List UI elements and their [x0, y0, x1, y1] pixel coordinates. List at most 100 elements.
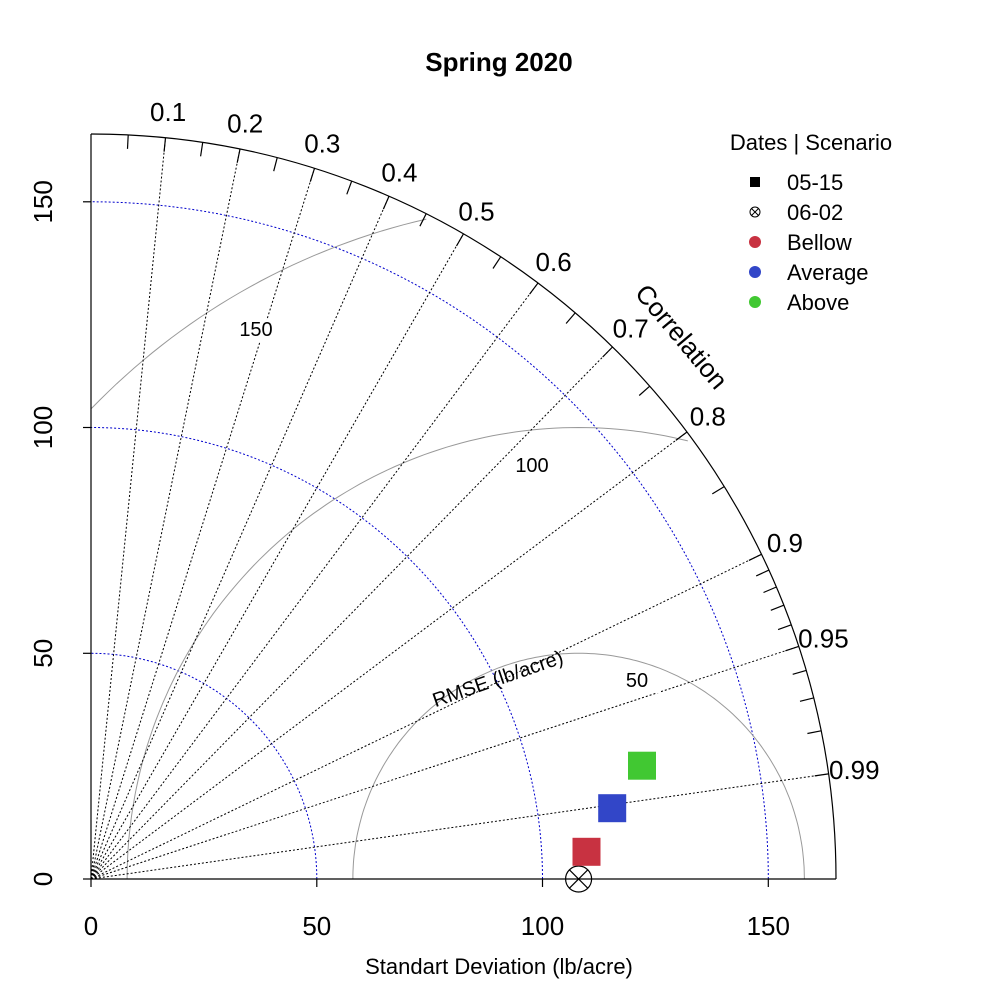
legend-marker-cross [751, 208, 759, 216]
sd-arc [90, 427, 543, 880]
reference-cross [568, 869, 589, 889]
point-above [628, 751, 656, 780]
correlation-ray [90, 148, 241, 880]
correlation-tick [755, 569, 770, 577]
correlation-tick [777, 624, 792, 631]
rmse-contour-label: 50 [626, 670, 648, 692]
axis-ticks: 0 0 50 50 100 100 150 150 [28, 180, 790, 941]
correlation-rays [90, 137, 829, 880]
rmse-axis-label: RMSE (lb/acre) [430, 647, 566, 712]
correlation-tick [346, 180, 353, 195]
correlation-tick [770, 604, 785, 611]
legend-marker-dot [749, 296, 761, 308]
correlation-tick [565, 312, 576, 324]
plot-frame [90, 133, 837, 880]
rmse-labels: 50 100 150 [232, 319, 661, 693]
correlation-tick [126, 134, 129, 149]
correlation-tick-label: 0.3 [304, 129, 340, 159]
legend-marker-dot [749, 266, 761, 278]
correlation-tick-label: 0.9 [767, 528, 803, 558]
correlation-tick [382, 195, 390, 210]
correlation-tick-label: 0.7 [613, 313, 649, 343]
rmse-label-bg [232, 320, 280, 342]
x-tick-label: 150 [747, 911, 790, 941]
rmse-contour-label: 100 [515, 455, 548, 477]
correlation-tick [309, 168, 316, 182]
correlation-tick [200, 142, 204, 157]
sd-arcs [90, 201, 769, 880]
legend-item-label: Bellow [787, 230, 852, 255]
correlation-tick [602, 346, 613, 358]
legend-item-label: 06-02 [787, 200, 843, 225]
point-reference [564, 865, 593, 893]
rmse-arcs [91, 218, 805, 880]
y-tick-label: 50 [28, 639, 58, 668]
correlation-ray [90, 195, 390, 880]
correlation-tick-label: 0.2 [227, 109, 263, 139]
correlation-ray [90, 431, 688, 880]
reference-circle [564, 865, 593, 893]
correlation-tick-label: 0.4 [381, 157, 417, 187]
point-bellow [572, 837, 601, 866]
legend-item-label: Average [787, 260, 869, 285]
rmse-label-bg [508, 456, 556, 478]
correlation-tick [163, 137, 167, 152]
data-points [564, 751, 656, 893]
x-tick-label: 0 [84, 911, 98, 941]
correlation-tick [455, 233, 465, 247]
correlation-ray [90, 233, 464, 880]
chart-title: Spring 2020 [425, 47, 572, 77]
legend-title: Dates | Scenario [730, 130, 892, 155]
correlation-tick [792, 669, 807, 675]
correlation-tick [785, 645, 799, 652]
legend-item-label: Above [787, 290, 849, 315]
y-tick-label: 0 [28, 872, 58, 886]
rmse-contour [126, 426, 688, 880]
correlation-tick-label: 0.95 [798, 623, 849, 653]
rmse-label-bg [613, 671, 661, 693]
correlation-tick [529, 282, 539, 295]
correlation-tick [419, 213, 427, 227]
correlation-ray [90, 282, 539, 880]
correlation-tick-label: 0.6 [536, 247, 572, 277]
correlation-ray [90, 137, 166, 880]
outer-arc [90, 133, 837, 880]
x-tick-label: 100 [521, 911, 564, 941]
rmse-contour [91, 218, 427, 409]
correlation-tick [638, 385, 651, 396]
legend-item-label: 05-15 [787, 170, 843, 195]
correlation-tick [273, 157, 278, 172]
y-tick-label: 150 [28, 180, 58, 223]
correlation-ray [90, 168, 315, 880]
correlation-tick [763, 586, 777, 594]
correlation-tick [711, 486, 725, 495]
correlation-tick-label: 0.1 [150, 97, 186, 127]
correlation-ray [90, 553, 762, 880]
correlation-tick [799, 697, 814, 702]
sd-arc [90, 201, 769, 880]
correlation-tick [236, 148, 241, 163]
point-average [598, 794, 627, 823]
correlation-ray [90, 773, 829, 880]
legend: Dates | Scenario 05-15 06-02 Bellow Average… [730, 130, 892, 315]
x-tick-label: 50 [302, 911, 331, 941]
correlation-tick-label: 0.8 [690, 401, 726, 431]
sd-arc [90, 652, 318, 880]
correlation-tick [492, 256, 502, 269]
legend-marker-circle [749, 206, 761, 218]
correlation-tick [675, 431, 688, 441]
correlation-ray [90, 645, 799, 880]
correlation-tick-label: 0.99 [829, 755, 880, 785]
correlation-ray [90, 346, 613, 880]
rmse-contour-label: 150 [239, 319, 272, 341]
correlation-tick-label: 0.5 [458, 196, 494, 226]
correlation-tick [814, 773, 829, 777]
correlation-tick [748, 553, 762, 561]
x-axis-label: Standart Deviation (lb/acre) [365, 954, 633, 979]
legend-marker-dot [749, 236, 761, 248]
correlation-ticks: 0.1 0.2 0.3 0.4 0.5 0.6 0.7 0.8 0.9 0.95 0.99 [126, 97, 880, 785]
y-tick-label: 100 [28, 406, 58, 449]
legend-marker-square [750, 177, 760, 187]
rmse-contour [352, 652, 805, 880]
